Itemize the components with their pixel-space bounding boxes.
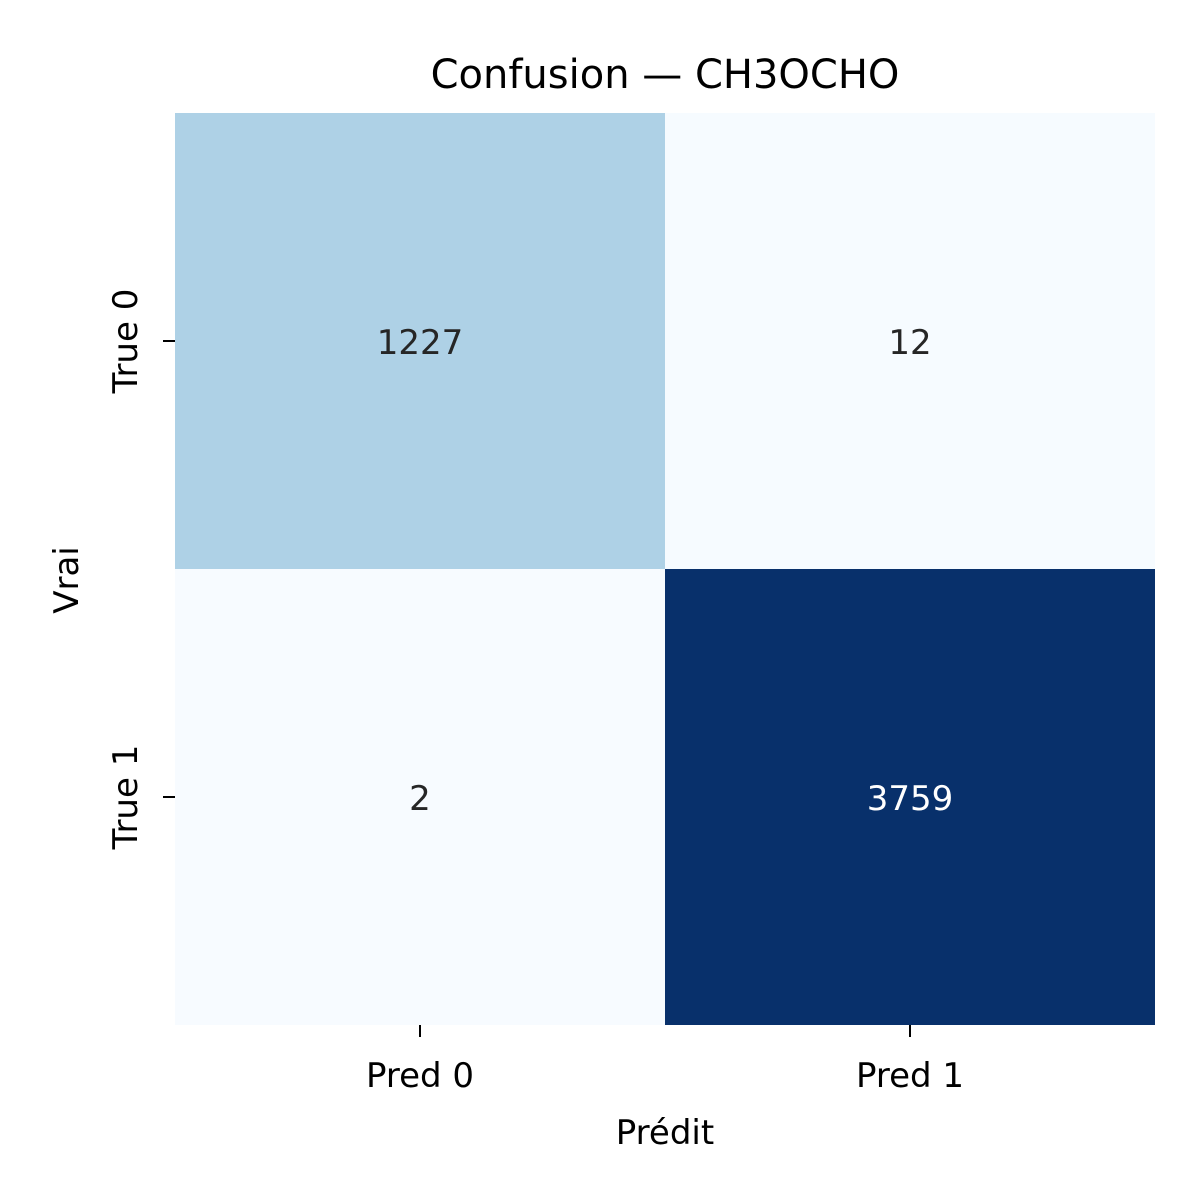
cell-value-label-r0-c0: 1227 [377, 323, 464, 363]
y-axis-label: Vrai [47, 546, 87, 614]
cell-value-label-r0-c1: 12 [888, 323, 931, 363]
heatmap-cell-r0-c1 [665, 113, 1155, 569]
heatmap-cell-r1-c0 [175, 569, 665, 1025]
chart-title: Confusion — CH3OCHO [431, 52, 900, 98]
heatmap-cells: 1227 12 2 3759 [175, 113, 1155, 1025]
heatmap-cell-r0-c0 [175, 113, 665, 569]
x-axis-label: Prédit [616, 1113, 714, 1153]
cell-value-label-r1-c1: 3759 [867, 779, 954, 819]
x-tick-label-0: Pred 0 [366, 1056, 474, 1096]
cell-value-label-r1-c0: 2 [409, 779, 431, 819]
x-tick-label-1: Pred 1 [856, 1056, 964, 1096]
y-tick-label-1: True 1 [106, 745, 146, 851]
axis-ticks: Pred 0 Pred 1 True 0 True 1 [106, 289, 964, 1096]
y-tick-label-0: True 0 [106, 289, 146, 395]
heatmap-cell-r1-c1 [665, 569, 1155, 1025]
